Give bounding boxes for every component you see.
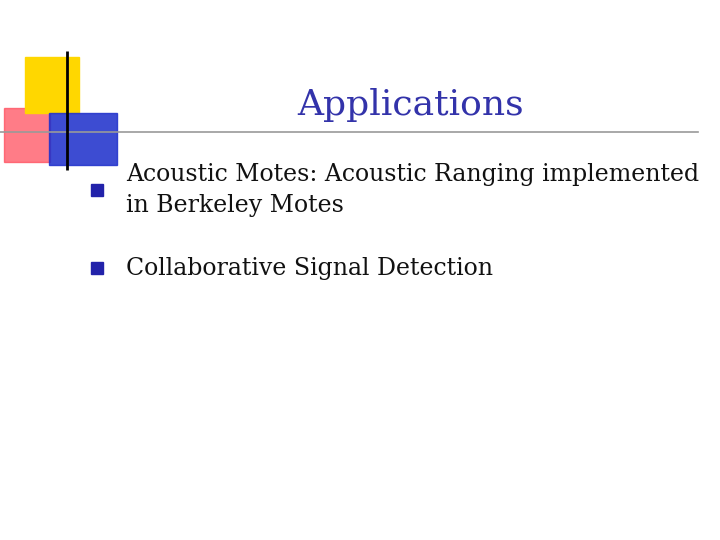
Bar <box>91 262 103 274</box>
Bar <box>91 184 103 196</box>
Bar <box>4 108 50 162</box>
Text: Acoustic Motes: Acoustic Ranging implemented
in Berkeley Motes: Acoustic Motes: Acoustic Ranging impleme… <box>126 164 699 217</box>
Bar <box>49 113 117 165</box>
Text: Collaborative Signal Detection: Collaborative Signal Detection <box>126 257 493 280</box>
Text: Applications: Applications <box>297 89 523 122</box>
Bar <box>25 57 79 113</box>
